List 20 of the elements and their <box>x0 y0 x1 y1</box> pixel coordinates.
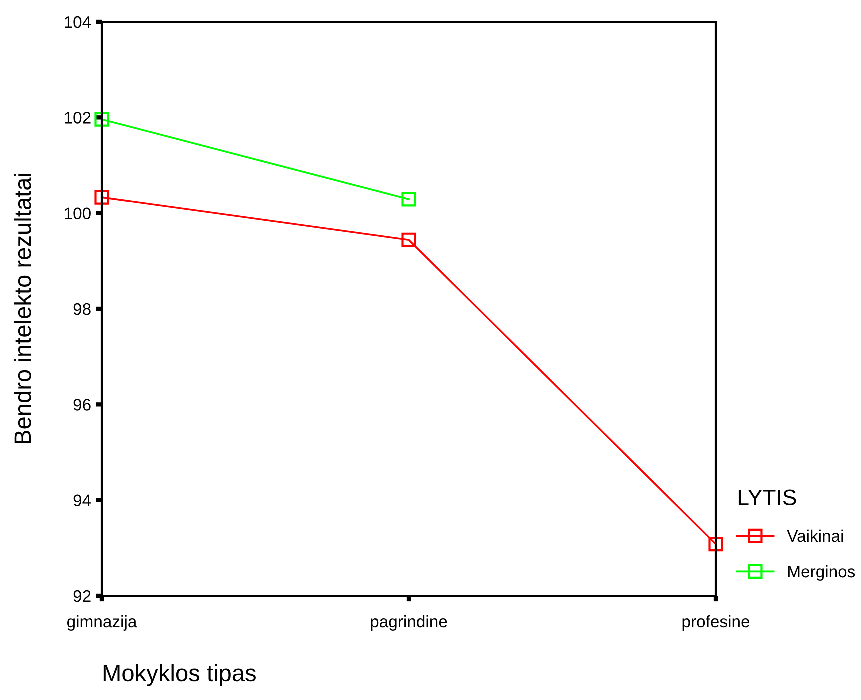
y-axis-title: Bendro intelekto rezultatai <box>14 174 32 444</box>
point <box>94 112 110 127</box>
legend-label: Merginos <box>788 565 856 581</box>
x-axis-title: Mokyklos tipas <box>104 664 256 686</box>
point <box>402 232 416 248</box>
point <box>402 192 416 207</box>
y-tick-label: 102 <box>65 112 91 124</box>
legend-label: Vaikinai <box>787 530 844 542</box>
x-tick-label: pagrindine <box>371 615 448 631</box>
point <box>94 190 110 205</box>
legend-title: LYTIS <box>738 490 796 506</box>
y-tick-label: 94 <box>74 494 92 507</box>
y-tick-label: 96 <box>74 399 91 411</box>
y-tick-label: 92 <box>74 590 91 602</box>
x-tick-label: profesine <box>682 615 750 631</box>
y-tick-label: 98 <box>74 303 91 316</box>
y-tick-label: 104 <box>65 16 92 28</box>
point <box>708 537 724 552</box>
x-tick-label: gimnazija <box>68 615 138 631</box>
y-tick-label: 100 <box>65 208 91 220</box>
